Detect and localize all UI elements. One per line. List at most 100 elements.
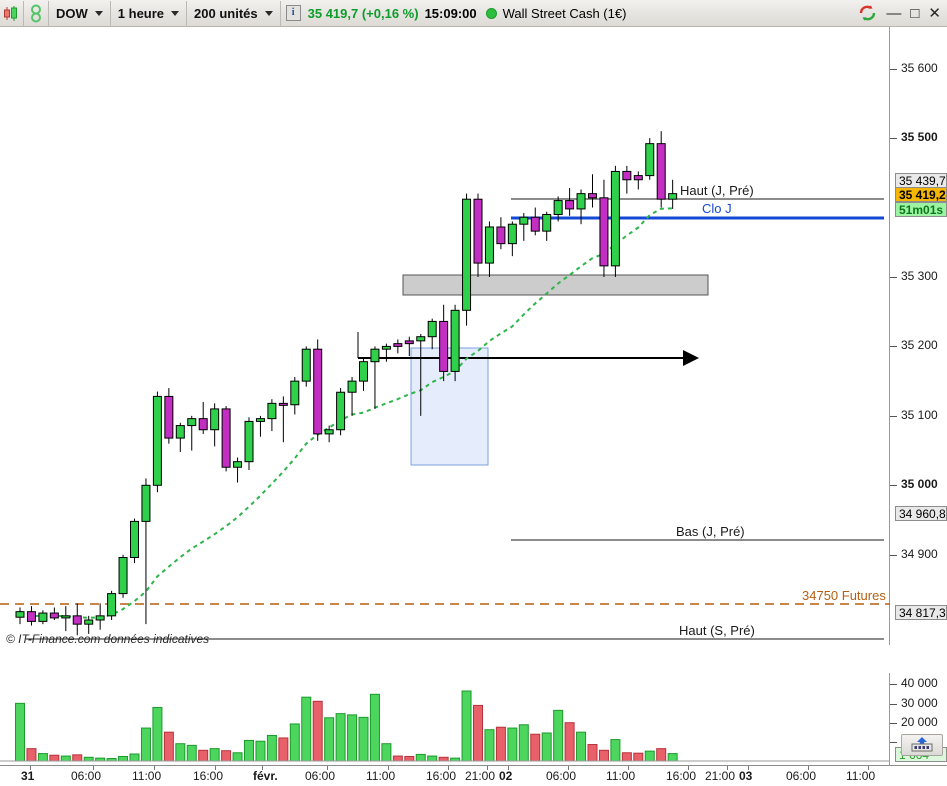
volume-bar[interactable]	[152, 706, 163, 762]
candle-body[interactable]	[553, 200, 563, 215]
candle-body[interactable]	[290, 380, 300, 406]
volume-bar[interactable]	[495, 726, 506, 762]
volume-bar[interactable]	[598, 749, 609, 762]
candle-body[interactable]	[72, 615, 82, 625]
candle-body[interactable]	[130, 520, 139, 559]
candle-body[interactable]	[221, 408, 231, 468]
candle-body[interactable]	[507, 223, 517, 245]
candle-body[interactable]	[95, 615, 105, 621]
volume-bar[interactable]	[507, 727, 518, 762]
link-symbol-button[interactable]	[25, 1, 47, 26]
volume-bar[interactable]	[163, 731, 174, 762]
volume-bar[interactable]	[518, 724, 529, 762]
volume-bar[interactable]	[656, 748, 667, 762]
consolidation-box-rect[interactable]	[410, 347, 489, 466]
candle-body[interactable]	[107, 593, 117, 617]
volume-bar[interactable]	[541, 732, 552, 762]
volume-bar[interactable]	[232, 752, 243, 762]
last-price-box[interactable]: 35 419,2	[895, 187, 947, 203]
volume-bar[interactable]	[324, 717, 335, 762]
candle-body[interactable]	[267, 402, 277, 420]
volume-bar[interactable]	[427, 755, 438, 762]
week-high-price-box[interactable]: 34 817,3	[895, 605, 947, 621]
chart-container[interactable]: Haut (J, Pré) Clo J Bas (J, Pré) 34750 Futu…	[0, 27, 947, 786]
candle-body[interactable]	[359, 361, 368, 382]
candle-body[interactable]	[588, 193, 597, 199]
candle-body[interactable]	[175, 425, 185, 439]
volume-bar[interactable]	[255, 740, 266, 762]
day-high-price-box[interactable]: 35 439,7	[895, 172, 947, 188]
info-icon[interactable]: i	[285, 5, 301, 21]
volume-bar[interactable]	[347, 714, 358, 762]
candle-body[interactable]	[38, 612, 48, 622]
volume-bar[interactable]	[667, 753, 678, 762]
volume-bar[interactable]	[37, 753, 48, 762]
reset-view-button[interactable]	[901, 734, 943, 756]
volume-bar[interactable]	[198, 749, 209, 762]
day-low-price-box[interactable]: 34 960,8	[895, 505, 947, 521]
candle-body[interactable]	[496, 226, 506, 245]
candle-body[interactable]	[462, 198, 472, 311]
candle-body[interactable]	[439, 320, 449, 372]
candle-body[interactable]	[118, 557, 128, 595]
timeframe-selector[interactable]: 1 heure	[112, 1, 185, 26]
volume-bar[interactable]	[26, 748, 37, 762]
candle-body[interactable]	[416, 336, 426, 342]
volume-pane[interactable]	[0, 673, 890, 765]
candle-body[interactable]	[152, 395, 162, 486]
price-axis[interactable]: 35 600 35 500 35 300 35 200 35 100 35 000 34 9…	[890, 27, 947, 645]
volume-bar[interactable]	[209, 748, 220, 762]
candle-body[interactable]	[622, 170, 632, 181]
candle-body[interactable]	[244, 420, 254, 463]
volume-bar[interactable]	[312, 700, 323, 762]
volume-bar[interactable]	[266, 734, 277, 762]
volume-bar[interactable]	[49, 754, 60, 762]
candle-body[interactable]	[26, 611, 36, 622]
volume-bar[interactable]	[15, 702, 25, 762]
symbol-selector[interactable]: DOW	[50, 1, 109, 26]
volume-bar[interactable]	[392, 755, 403, 762]
maximize-button[interactable]: □	[910, 4, 920, 22]
candle-body[interactable]	[645, 143, 655, 177]
candle-body[interactable]	[393, 343, 403, 347]
units-selector[interactable]: 200 unités	[188, 1, 279, 26]
candle-body[interactable]	[313, 348, 323, 435]
candle-body[interactable]	[324, 429, 334, 435]
candle-body[interactable]	[450, 309, 460, 372]
volume-bar[interactable]	[175, 743, 186, 762]
volume-bar[interactable]	[221, 750, 232, 762]
volume-bar[interactable]	[587, 744, 598, 762]
candle-body[interactable]	[565, 200, 575, 210]
volume-bar[interactable]	[473, 704, 483, 762]
volume-bar[interactable]	[553, 709, 564, 762]
volume-bar[interactable]	[484, 729, 495, 762]
refresh-button[interactable]	[858, 4, 877, 22]
close-button[interactable]: ✕	[928, 4, 941, 22]
candle-body[interactable]	[336, 391, 346, 431]
candle-body[interactable]	[656, 143, 666, 200]
volume-bar[interactable]	[621, 752, 632, 762]
candle-body[interactable]	[427, 320, 437, 338]
bar-countdown-box[interactable]: 51m01s	[895, 202, 947, 218]
candle-body[interactable]	[404, 340, 414, 345]
volume-bar[interactable]	[301, 696, 312, 762]
candle-body[interactable]	[484, 226, 494, 264]
volume-bar[interactable]	[404, 755, 415, 762]
candle-body[interactable]	[301, 348, 311, 382]
candle-body[interactable]	[49, 612, 59, 619]
candle-body[interactable]	[278, 402, 288, 406]
candle-body[interactable]	[84, 619, 94, 625]
candle-body[interactable]	[61, 615, 71, 619]
candle-body[interactable]	[141, 484, 151, 522]
volume-bar[interactable]	[118, 755, 129, 762]
candle-body[interactable]	[542, 213, 552, 232]
candle-body[interactable]	[210, 408, 220, 431]
candle-body[interactable]	[347, 380, 357, 393]
candle-body[interactable]	[15, 611, 25, 618]
volume-bar[interactable]	[633, 752, 644, 762]
volume-bar[interactable]	[358, 716, 369, 762]
candle-body[interactable]	[576, 193, 586, 210]
minimize-button[interactable]: —	[886, 4, 902, 22]
volume-bar[interactable]	[530, 733, 541, 762]
candle-body[interactable]	[255, 418, 265, 422]
